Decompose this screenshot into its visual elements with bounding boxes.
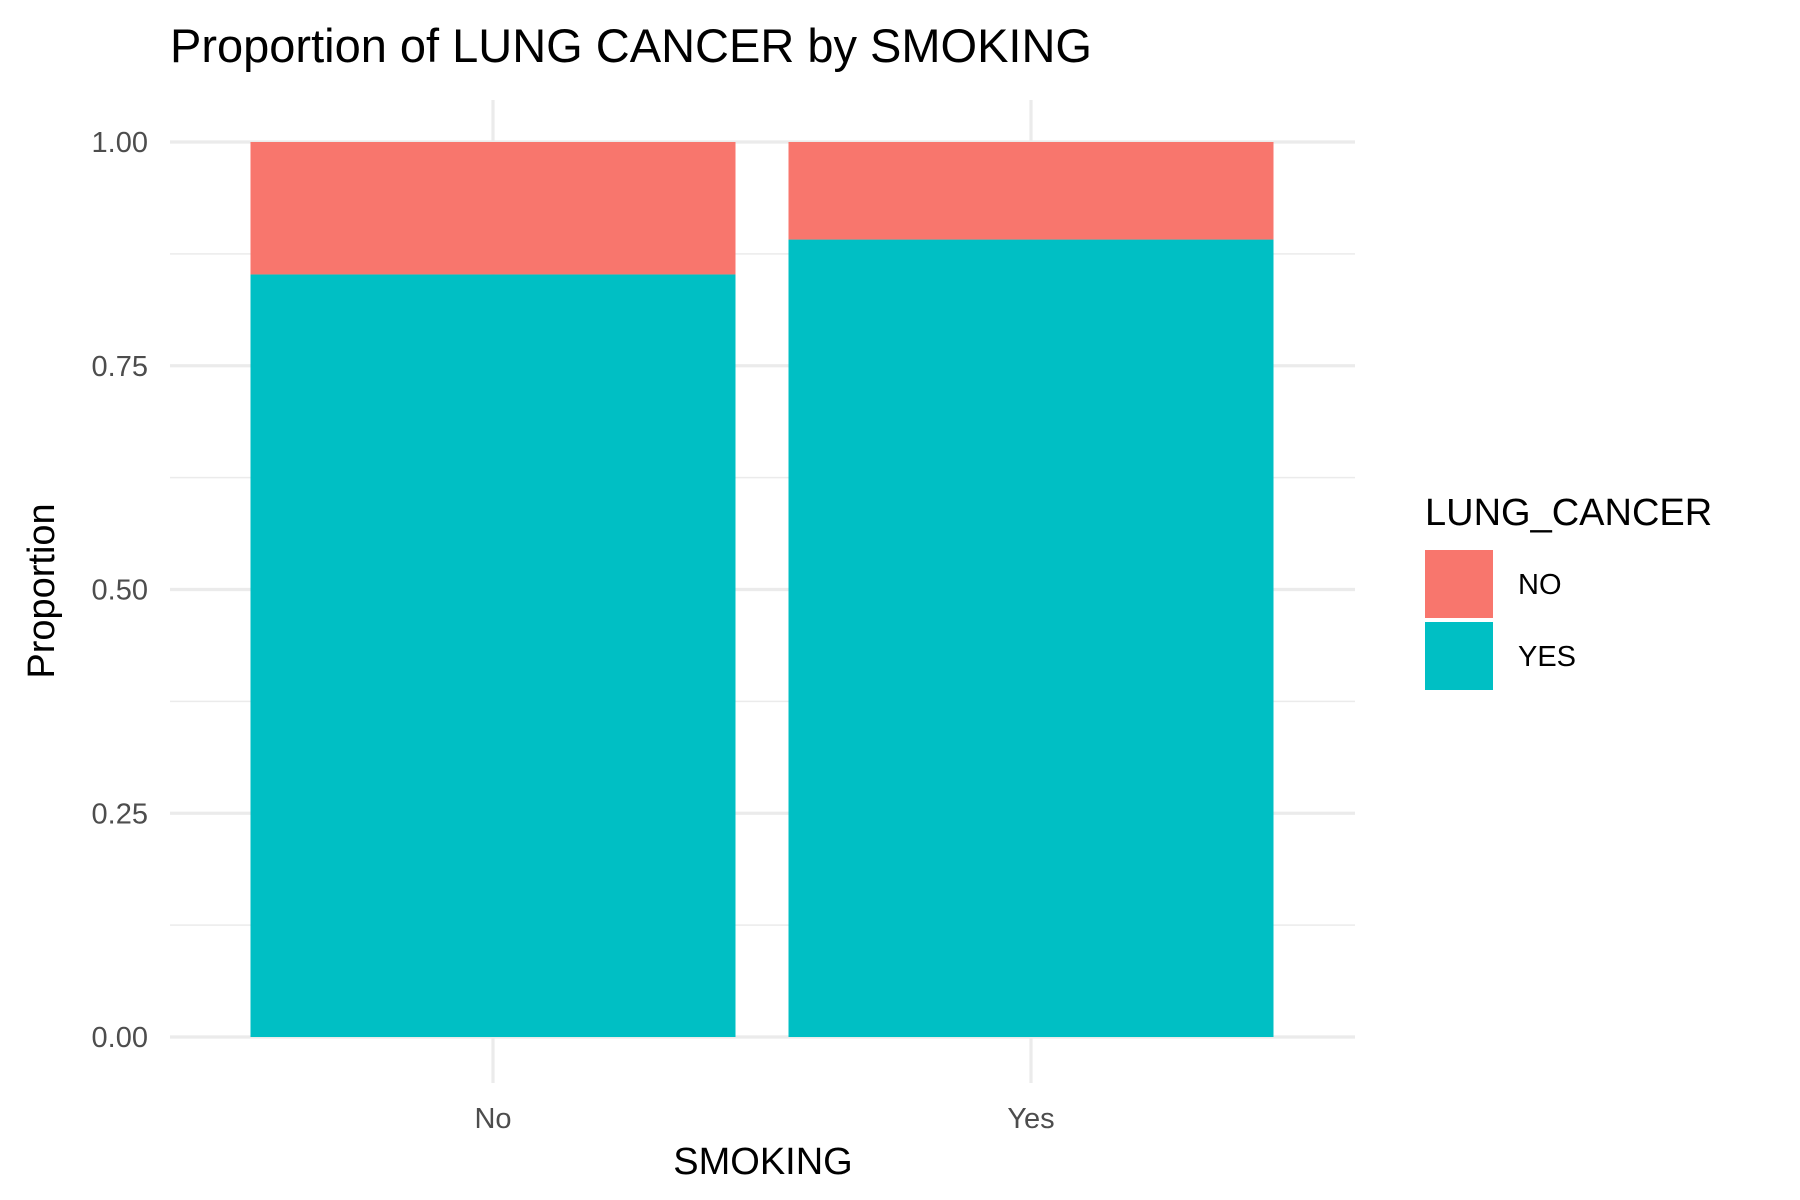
y-axis-title: Proportion [21, 503, 63, 678]
y-tick-label: 0.75 [92, 351, 148, 383]
legend-key-yes [1425, 622, 1493, 690]
bar-yes-yes [788, 239, 1274, 1037]
legend-items: NO YES [1425, 550, 1576, 690]
bar-yes-no [788, 142, 1274, 240]
x-tick-label: No [474, 1103, 511, 1135]
legend-label: NO [1518, 569, 1562, 601]
chart-title: Proportion of LUNG CANCER by SMOKING [170, 19, 1092, 72]
y-tick-label: 0.50 [92, 575, 148, 607]
legend-label: YES [1518, 641, 1576, 673]
y-tick-label: 0.00 [92, 1022, 148, 1054]
bars [250, 142, 1274, 1038]
x-axis-title: SMOKING [673, 1141, 852, 1183]
legend-key-no [1425, 550, 1493, 618]
bar-no-yes [250, 274, 736, 1038]
x-tick-label: Yes [1007, 1103, 1054, 1135]
y-tick-label: 0.25 [92, 798, 148, 830]
x-axis-ticks: No Yes [474, 1103, 1054, 1135]
bar-no-no [250, 142, 736, 275]
legend-title: LUNG_CANCER [1425, 492, 1712, 534]
y-axis-ticks: 0.00 0.25 0.50 0.75 1.00 [92, 127, 148, 1054]
legend: LUNG_CANCER NO YES [1425, 492, 1712, 690]
y-tick-label: 1.00 [92, 127, 148, 159]
